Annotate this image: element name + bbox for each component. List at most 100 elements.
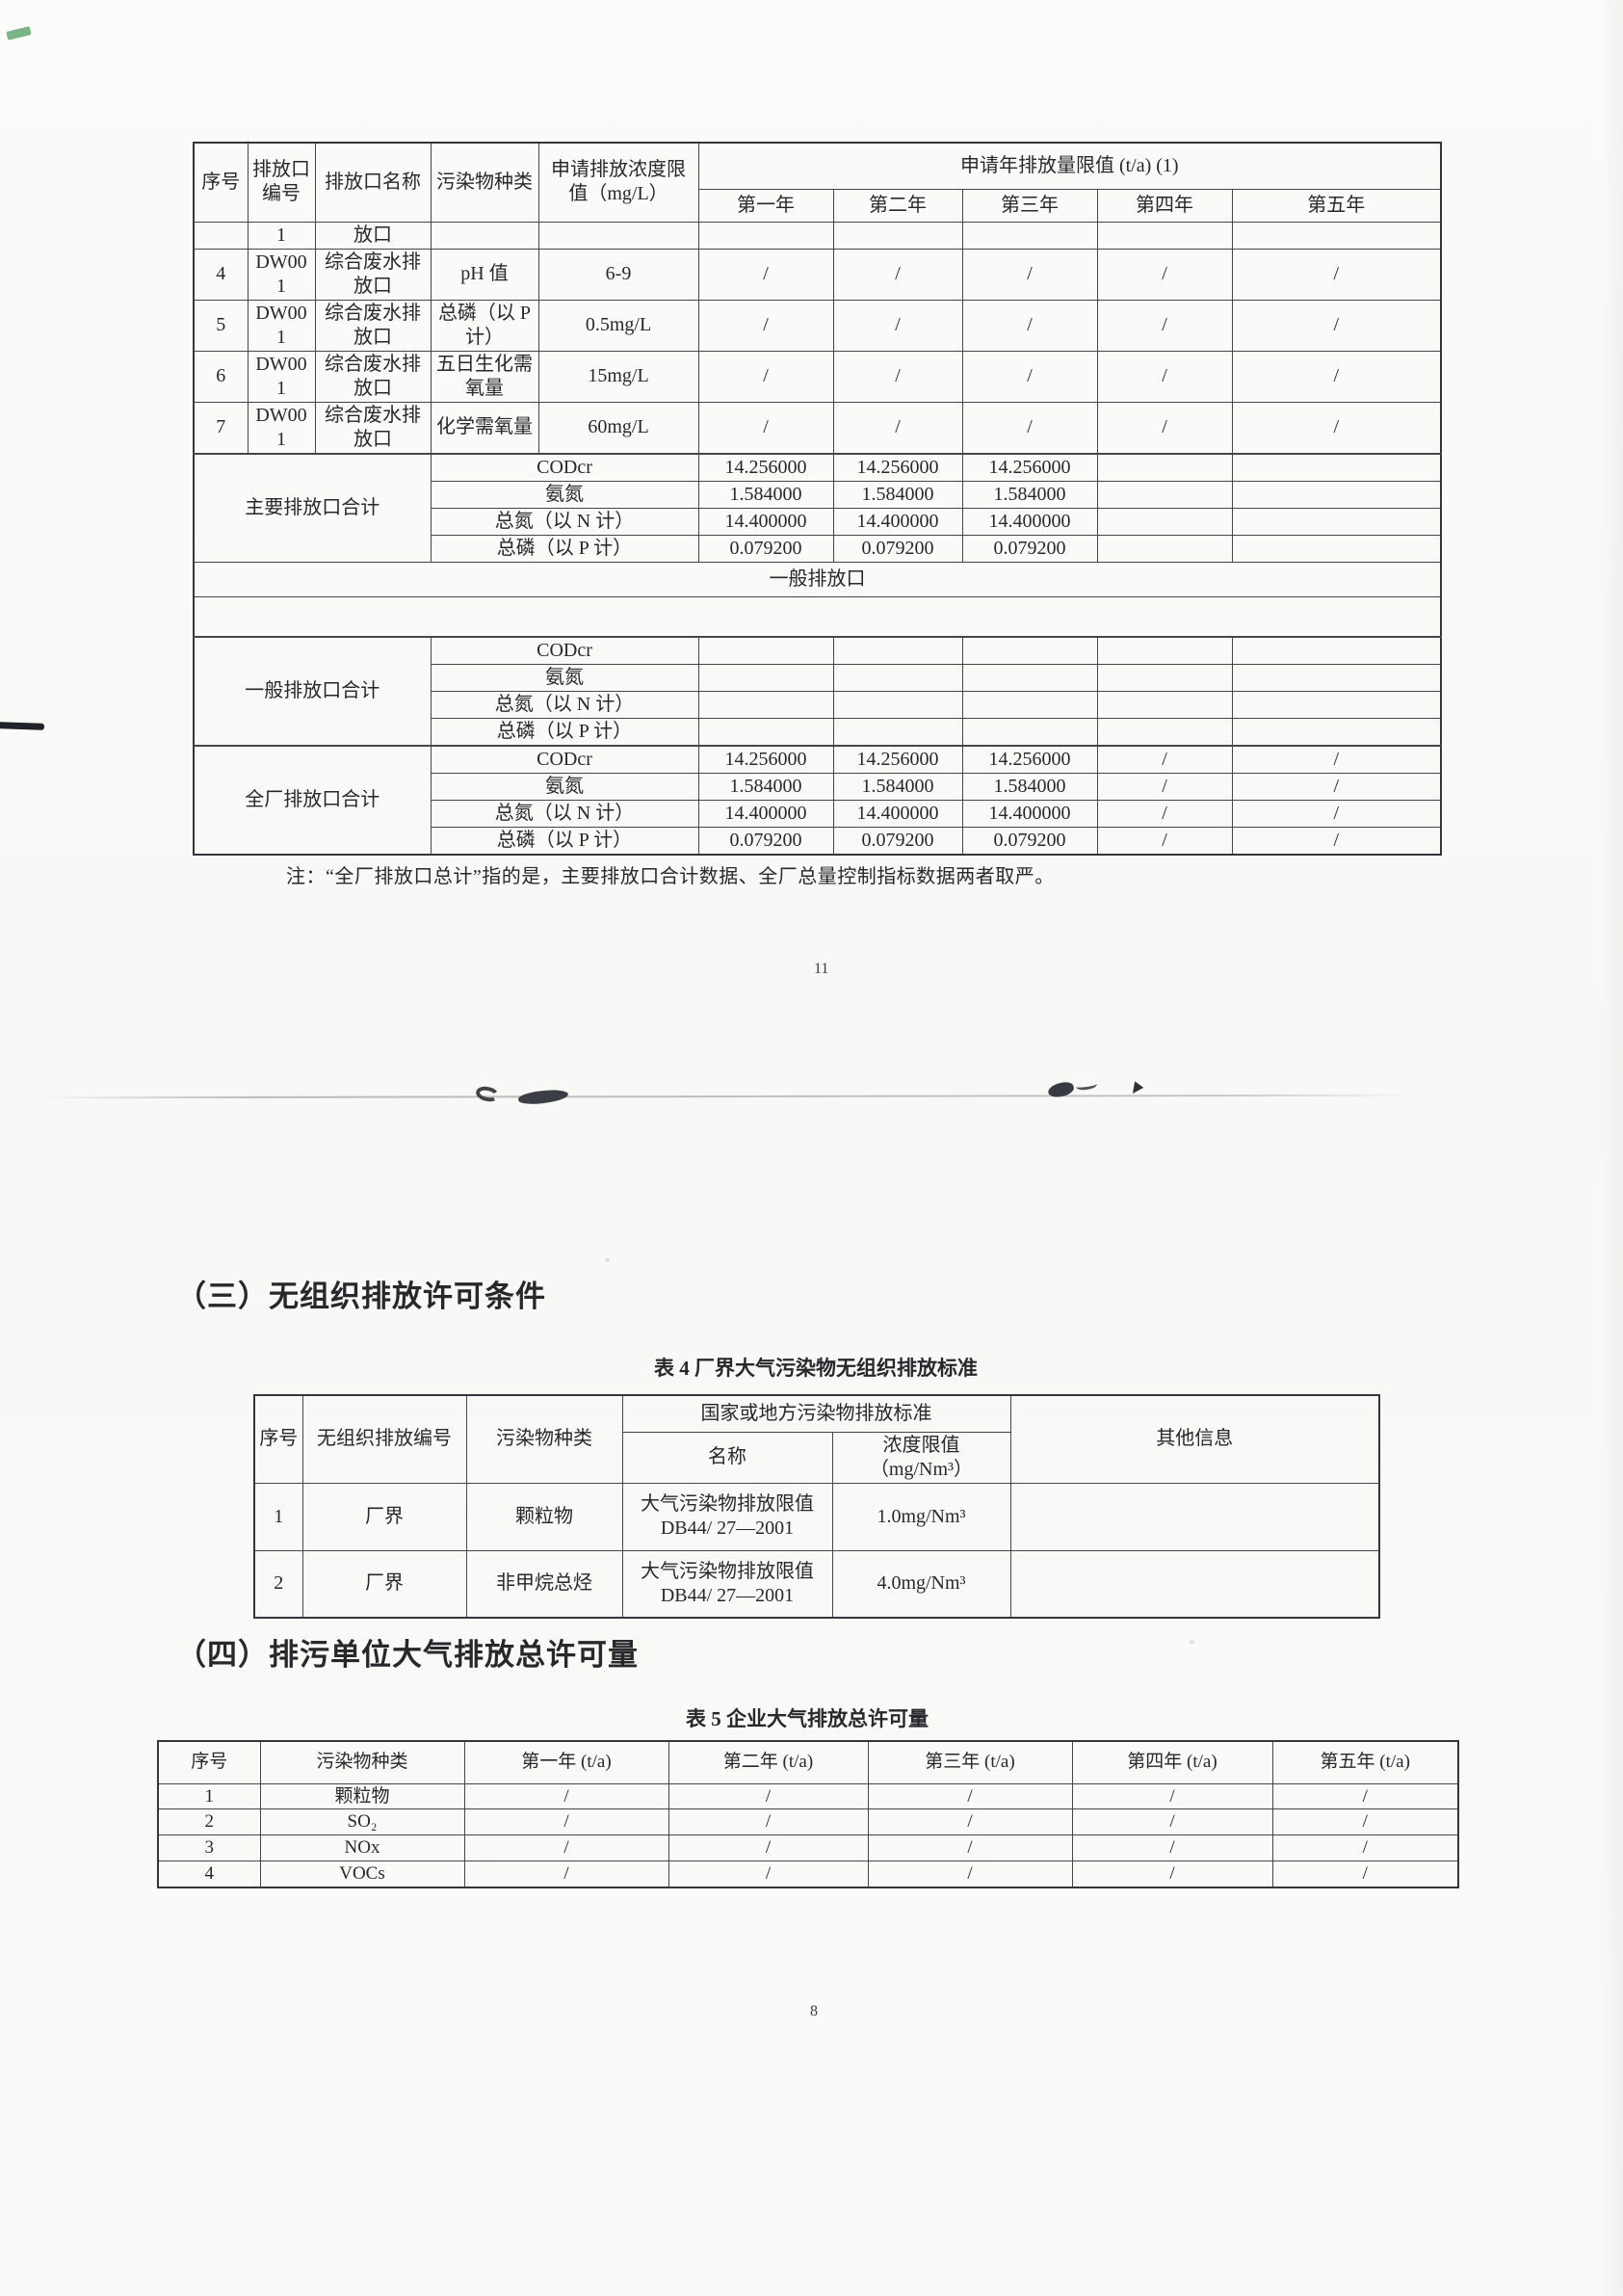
- cell-pollutant: 总氮（以 N 计）: [430, 800, 699, 828]
- page-number: 11: [814, 961, 829, 977]
- cell-year-value: /: [1071, 1782, 1273, 1810]
- cell-year-value: /: [867, 1834, 1073, 1861]
- cell-year-value: /: [697, 248, 834, 301]
- cell-year-value: 1.584000: [697, 480, 834, 509]
- cell-year-value: [1096, 452, 1233, 482]
- general-total-label: 一般排放口合计: [193, 636, 432, 747]
- col-header-standard-group: 国家或地方污染物排放标准: [621, 1394, 1011, 1433]
- cell-year-value: /: [1271, 1782, 1459, 1810]
- cell-outlet-name: 综合废水排放口: [314, 248, 432, 301]
- empty-cell: [961, 636, 1098, 665]
- cell-year-value: 0.079200: [832, 827, 963, 856]
- col-header-year4: 第四年 (t/a): [1071, 1740, 1273, 1784]
- cell-year-value: /: [463, 1860, 669, 1888]
- cell-pollutant: 总氮（以 N 计）: [430, 507, 699, 536]
- cell-year-value: 14.400000: [697, 507, 834, 536]
- col-header-year2: 第二年: [832, 188, 963, 223]
- cell-year-value: /: [1096, 800, 1233, 828]
- cell-conc-limit: 0.5mg/L: [537, 299, 699, 352]
- cell-year-value: 14.256000: [697, 745, 834, 774]
- cell-pollutant: 总磷（以 P 计）: [430, 534, 699, 563]
- table-footnote: 注：“全厂排放口总计”指的是，主要排放口合计数据、全厂总量控制指标数据两者取严。: [286, 866, 1055, 887]
- cell-other-info: [1009, 1482, 1380, 1551]
- fugitive-emission-standards-table: 序号 无组织排放编号 污染物种类 国家或地方污染物排放标准 其他信息 名称 浓度…: [253, 1394, 1380, 1619]
- cell-pollutant: NOx: [259, 1834, 465, 1861]
- cell-year-value: 14.400000: [832, 800, 963, 828]
- cell-year-value: /: [1271, 1834, 1459, 1861]
- cell-year-value: /: [668, 1808, 869, 1835]
- cell-year-value: /: [1096, 350, 1233, 403]
- cell-outlet-name: 综合废水排放口: [314, 350, 432, 403]
- col-header-pollutant-type: 污染物种类: [465, 1394, 623, 1484]
- section-heading-fugitive-emissions: （三）无组织排放许可条件: [176, 1280, 546, 1313]
- cell-year-value: /: [668, 1860, 869, 1888]
- cell-conc-limit: 1.0mg/Nm³: [831, 1482, 1011, 1551]
- col-header-year1: 第一年: [697, 188, 834, 223]
- cell-pollutant: 颗粒物: [465, 1482, 623, 1551]
- cell-year-value: /: [832, 401, 963, 454]
- cell-seq: 4: [157, 1860, 261, 1888]
- col-header-fugitive-code: 无组织排放编号: [301, 1394, 467, 1484]
- empty-cell: [832, 691, 963, 719]
- page-number: 8: [810, 2003, 818, 2019]
- cell-year-value: 0.079200: [697, 827, 834, 856]
- cell-pollutant: pH 值: [430, 248, 539, 301]
- col-header-year5: 第五年 (t/a): [1271, 1740, 1459, 1784]
- empty-cell: [697, 636, 834, 665]
- empty-cell: [193, 221, 249, 250]
- cell-pollutant: CODcr: [430, 636, 699, 665]
- cell-outlet-code: DW001: [247, 401, 316, 454]
- empty-cell: [1231, 691, 1442, 719]
- cell-pollutant: 氨氮: [430, 664, 699, 692]
- cell-year-value: [1231, 452, 1442, 482]
- cell-pollutant: CODcr: [430, 745, 699, 774]
- cell-conc-limit: 4.0mg/Nm³: [831, 1549, 1011, 1619]
- cell-pollutant: 五日生化需氧量: [430, 350, 539, 403]
- cell-pollutant: 化学需氧量: [430, 401, 539, 454]
- scan-smudge: [474, 1084, 501, 1104]
- empty-cell: [697, 718, 834, 747]
- col-header-pollutant-type: 污染物种类: [259, 1740, 465, 1784]
- col-header-year1: 第一年 (t/a): [463, 1740, 669, 1784]
- cell-year-value: /: [697, 401, 834, 454]
- cell-year-value: 14.400000: [697, 800, 834, 828]
- col-header-seq: 序号: [193, 142, 249, 223]
- empty-cell: [1096, 691, 1233, 719]
- col-header-seq: 序号: [253, 1394, 303, 1484]
- cell-year-value: 14.256000: [961, 452, 1098, 482]
- cell-seq: 1: [253, 1482, 303, 1551]
- cell-year-value: /: [961, 350, 1098, 403]
- cell-year-value: 1.584000: [961, 773, 1098, 801]
- cell-year-value: /: [463, 1808, 669, 1835]
- cell-standard: 大气污染物排放限值 DB44/ 27—2001: [621, 1482, 833, 1551]
- cell-year-value: /: [463, 1834, 669, 1861]
- empty-cell: [1231, 221, 1442, 250]
- scan-smudge: [1132, 1081, 1145, 1095]
- cell-year-value: /: [1096, 745, 1233, 774]
- cell-seq: 2: [157, 1808, 261, 1835]
- cell-year-value: /: [1096, 827, 1233, 856]
- cell-year-value: /: [1231, 800, 1442, 828]
- cell-outlet-name: 综合废水排放口: [314, 401, 432, 454]
- empty-cell: [961, 664, 1098, 692]
- cell-seq: 7: [193, 401, 249, 454]
- empty-cell: [537, 221, 699, 250]
- cell-year-value: /: [1231, 401, 1442, 454]
- cell-year-value: 0.079200: [832, 534, 963, 563]
- cell-outlet-code: DW001: [247, 299, 316, 352]
- empty-cell: [1231, 664, 1442, 692]
- empty-cell: [1096, 636, 1233, 665]
- cell-year-value: /: [1271, 1808, 1459, 1835]
- cell-year-value: 14.256000: [697, 452, 834, 482]
- section-heading-air-total-permit: （四）排污单位大气排放总许可量: [176, 1638, 639, 1672]
- cell-year-value: /: [1231, 299, 1442, 352]
- cell-seq: 6: [193, 350, 249, 403]
- cell-year-value: /: [1096, 401, 1233, 454]
- cell-year-value: 14.400000: [961, 507, 1098, 536]
- cell-standard: 大气污染物排放限值 DB44/ 27—2001: [621, 1549, 833, 1619]
- cell-year-value: /: [961, 248, 1098, 301]
- cell-year-value: /: [1071, 1808, 1273, 1835]
- cell-year-value: 14.400000: [832, 507, 963, 536]
- cell-year-value: 14.256000: [832, 745, 963, 774]
